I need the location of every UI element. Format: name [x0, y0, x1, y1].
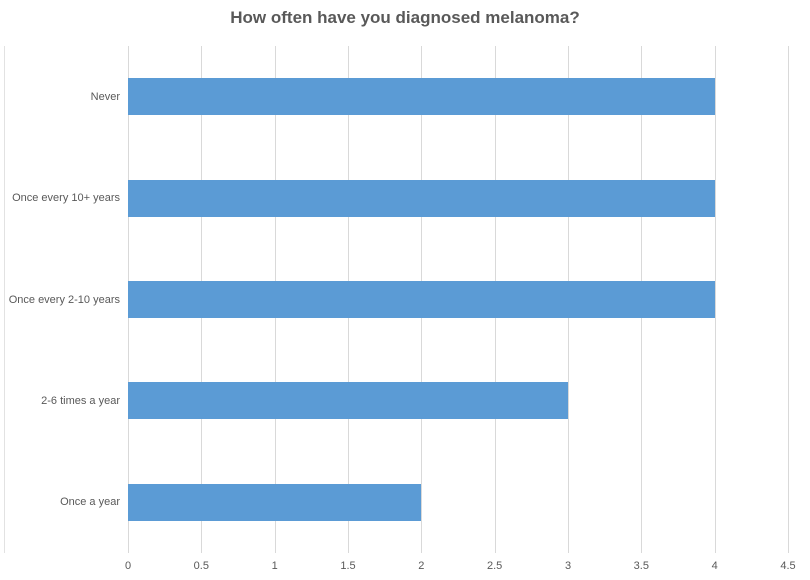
gridline — [714, 46, 716, 553]
tick-label: 0.5 — [193, 560, 209, 572]
category-label: Never — [90, 90, 120, 103]
tick-label: 2.5 — [487, 560, 503, 572]
tick-label: 4.5 — [780, 560, 796, 572]
category-label: 2-6 times a year — [41, 394, 120, 407]
category-label: Once a year — [60, 496, 120, 509]
tick-label: 1 — [271, 560, 278, 572]
category-label: Once every 10+ years — [12, 192, 120, 205]
gridline — [788, 46, 789, 553]
tick-label: 1.5 — [340, 560, 356, 572]
left-edge-line — [4, 46, 5, 553]
bar — [128, 483, 422, 521]
bar — [128, 179, 715, 217]
category-label: Once every 2-10 years — [8, 293, 120, 306]
bar — [128, 78, 715, 116]
bar — [128, 382, 568, 420]
tick-label: 3.5 — [633, 560, 649, 572]
bar — [128, 281, 715, 318]
tick-label: 0 — [124, 560, 132, 572]
tick-label: 3 — [564, 560, 572, 572]
tick-label: 4 — [711, 560, 718, 572]
tick-label: 2 — [418, 560, 425, 572]
chart-title: How often have you diagnosed melanoma? — [230, 8, 580, 27]
plot-area — [128, 46, 789, 553]
